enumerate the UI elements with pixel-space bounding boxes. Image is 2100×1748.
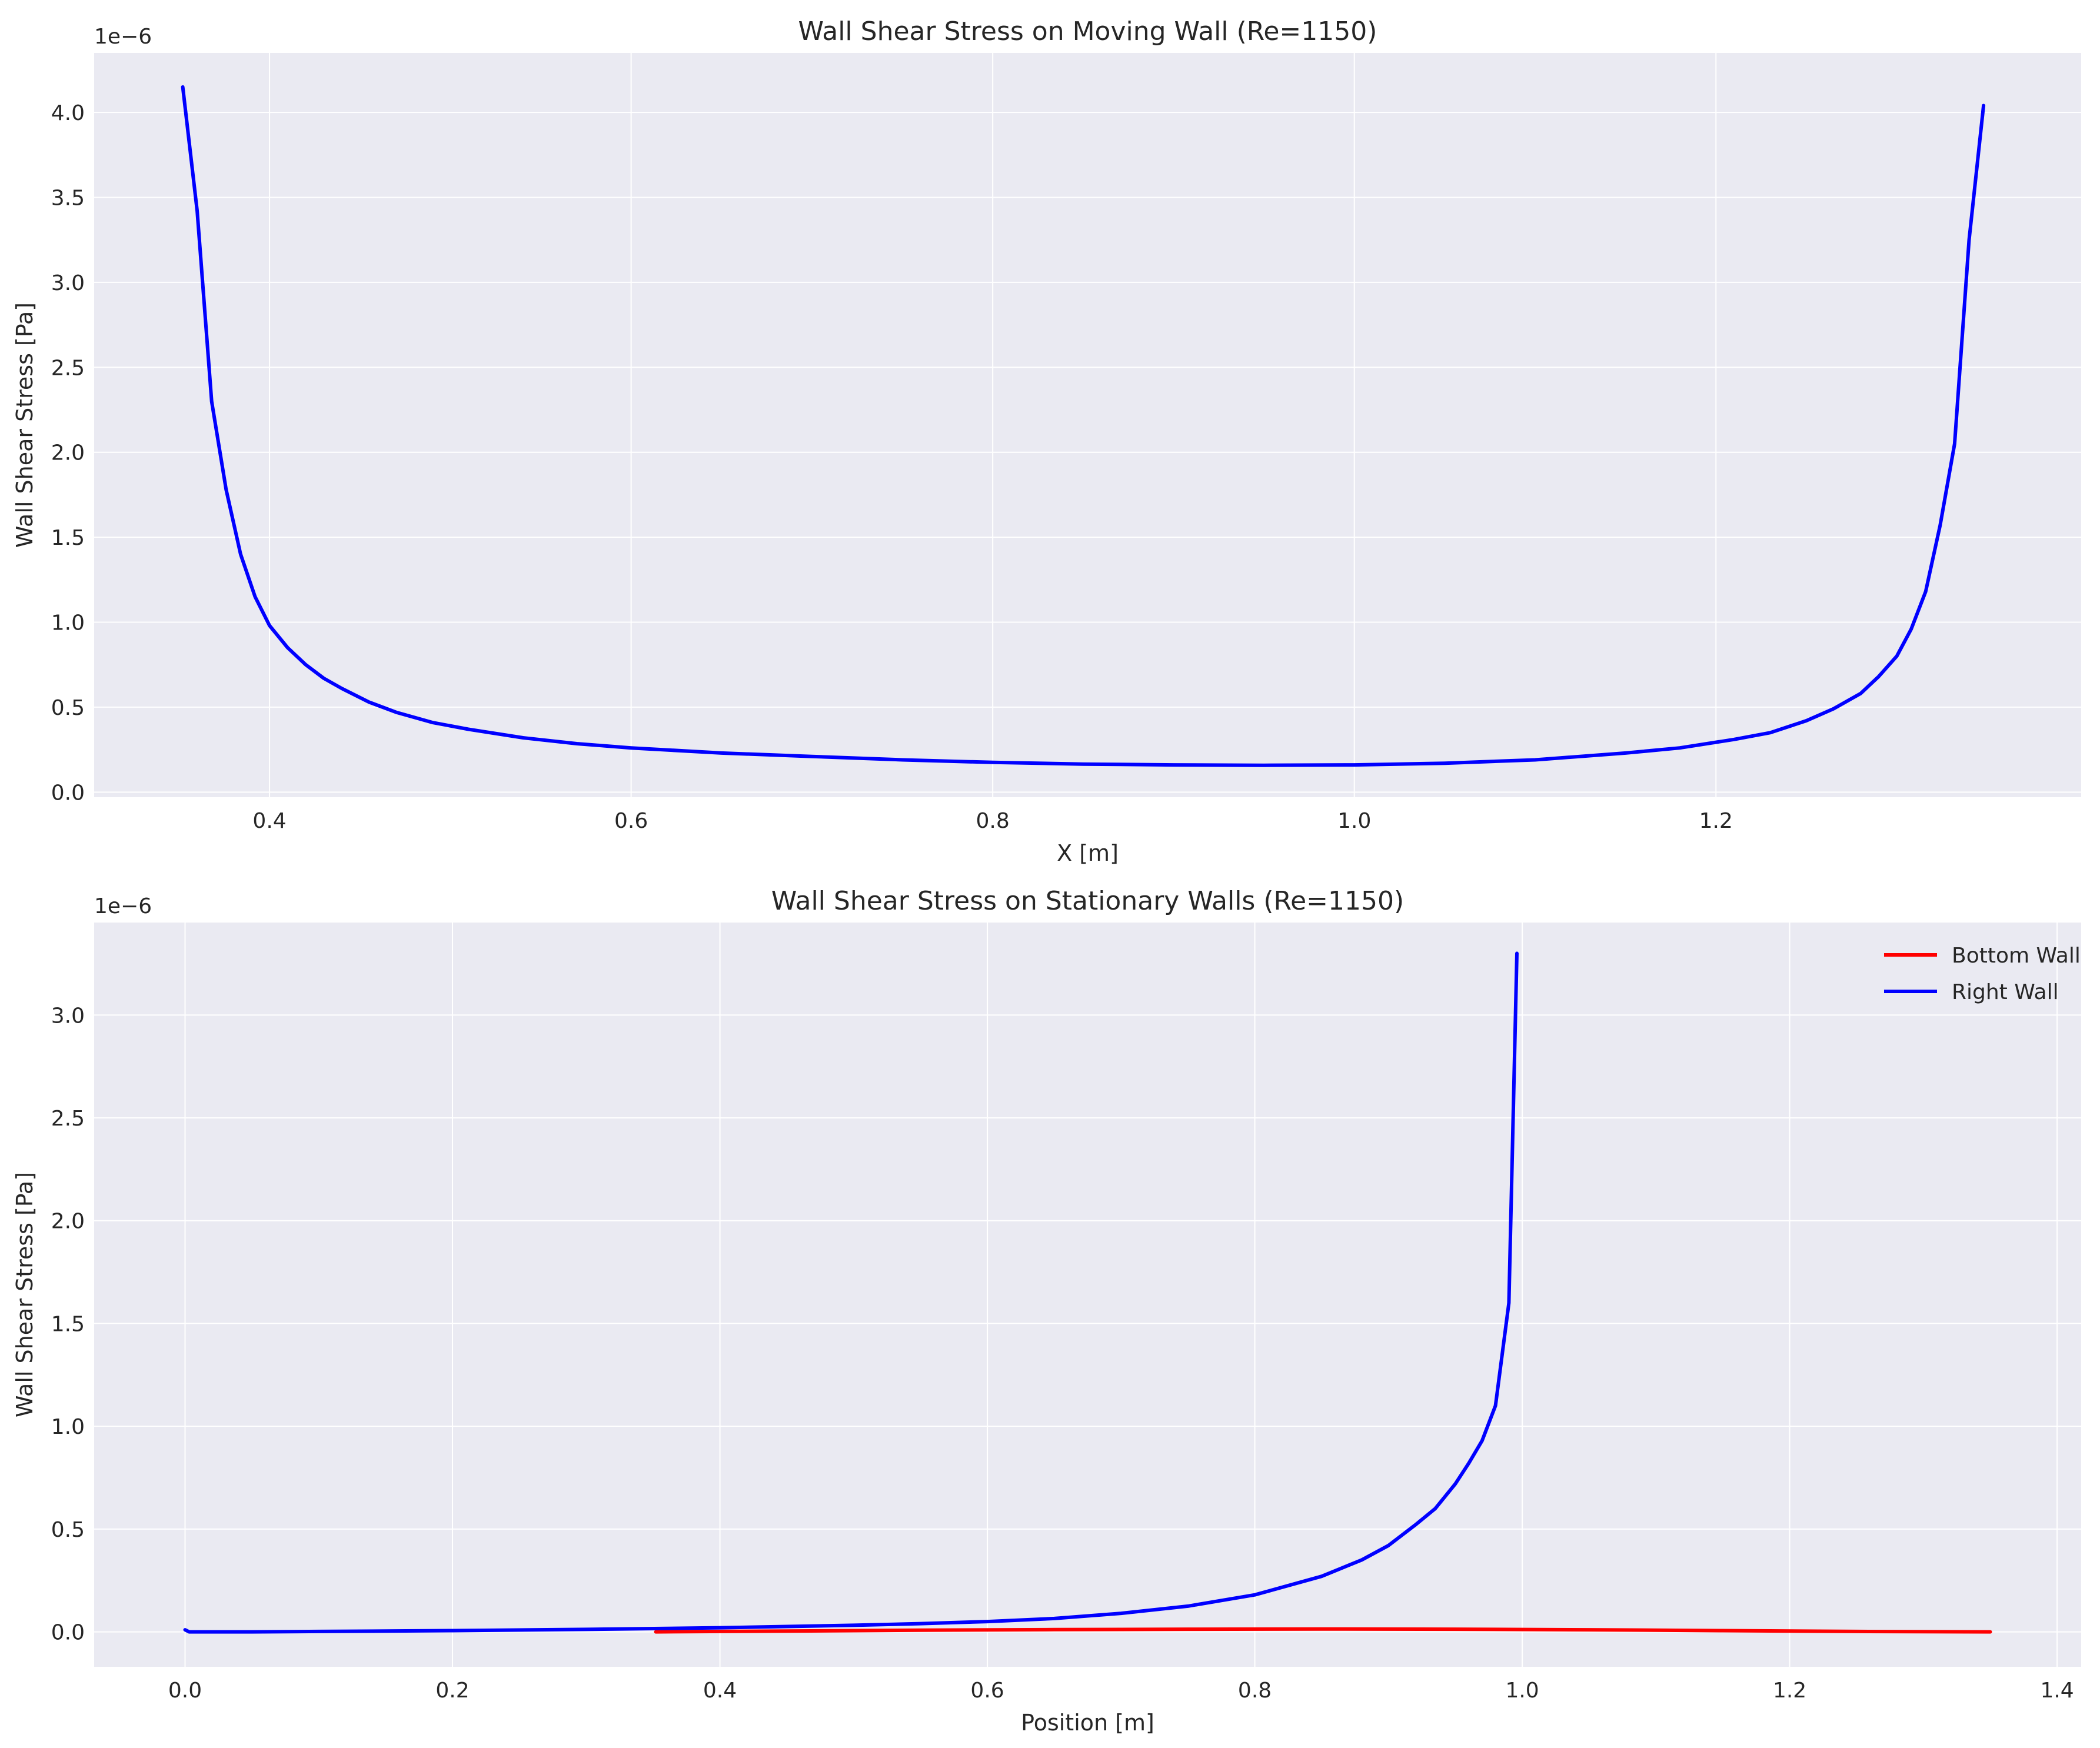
x-tick-label: 0.2 bbox=[435, 1679, 469, 1703]
series-line-0 bbox=[181, 85, 1986, 767]
y-tick-label: 0.0 bbox=[51, 1621, 85, 1645]
legend: Bottom Wall Right Wall bbox=[1884, 944, 2081, 1004]
y-tick-label: 2.0 bbox=[51, 1210, 85, 1234]
y-tick-label: 3.0 bbox=[51, 1004, 85, 1028]
y-tick-label: 0.0 bbox=[51, 781, 85, 805]
series-group bbox=[183, 951, 1992, 1634]
legend-label: Right Wall bbox=[1952, 980, 2059, 1004]
x-tick-label: 1.0 bbox=[1337, 809, 1371, 833]
y-axis-label: Wall Shear Stress [Pa] bbox=[12, 302, 38, 548]
y-tick-label: 3.5 bbox=[51, 186, 85, 210]
y-offset-label: 1e−6 bbox=[94, 25, 152, 49]
series-group bbox=[181, 85, 1986, 767]
x-tick-label: 0.6 bbox=[970, 1679, 1004, 1703]
x-axis-label: Position [m] bbox=[1021, 1710, 1154, 1736]
y-tick-label: 3.0 bbox=[51, 271, 85, 295]
y-tick-label: 2.5 bbox=[51, 356, 85, 380]
chart-title: Wall Shear Stress on Moving Wall (Re=115… bbox=[798, 16, 1377, 46]
x-tick-label: 0.4 bbox=[252, 809, 286, 833]
x-tick-label: 1.2 bbox=[1699, 809, 1733, 833]
x-axis-label: X [m] bbox=[1057, 840, 1119, 866]
x-tick-label: 0.4 bbox=[703, 1679, 737, 1703]
y-tick-label: 1.5 bbox=[51, 1312, 85, 1336]
y-tick-label: 1.0 bbox=[51, 1415, 85, 1439]
y-axis-label: Wall Shear Stress [Pa] bbox=[12, 1172, 38, 1417]
tick-labels: 0.0 0.2 0.4 0.6 0.8 1.0 1.2 1.4 0.0 0.5 1.0 1.5 2.0 2… bbox=[51, 1004, 2074, 1703]
y-offset-label: 1e−6 bbox=[94, 894, 152, 918]
y-tick-label: 1.5 bbox=[51, 526, 85, 550]
y-tick-label: 1.0 bbox=[51, 611, 85, 635]
x-tick-label: 1.4 bbox=[2040, 1679, 2074, 1703]
x-tick-label: 0.6 bbox=[614, 809, 648, 833]
series-line-1 bbox=[183, 951, 1519, 1634]
legend-label: Bottom Wall bbox=[1952, 944, 2081, 968]
x-tick-label: 0.8 bbox=[976, 809, 1010, 833]
plot-area bbox=[94, 53, 2081, 797]
tick-labels: 0.4 0.6 0.8 1.0 1.2 0.0 0.5 1.0 1.5 2.0 2.5 3.0 3.5 4… bbox=[51, 101, 1733, 833]
x-tick-label: 0.0 bbox=[168, 1679, 202, 1703]
chart-title: Wall Shear Stress on Stationary Walls (R… bbox=[771, 886, 1404, 916]
chart-stationary-walls: 0.0 0.2 0.4 0.6 0.8 1.0 1.2 1.4 0.0 0.5 1.0 1.5 2.0 2… bbox=[12, 886, 2081, 1736]
y-tick-label: 4.0 bbox=[51, 101, 85, 125]
x-tick-label: 1.2 bbox=[1773, 1679, 1806, 1703]
y-tick-label: 0.5 bbox=[51, 1518, 85, 1542]
series-line-0 bbox=[654, 1627, 1992, 1634]
x-tick-label: 0.8 bbox=[1238, 1679, 1272, 1703]
grid bbox=[94, 53, 2081, 797]
chart-moving-wall: 0.4 0.6 0.8 1.0 1.2 0.0 0.5 1.0 1.5 2.0 2.5 3.0 3.5 4… bbox=[12, 16, 2081, 866]
y-tick-label: 2.5 bbox=[51, 1107, 85, 1131]
y-tick-label: 2.0 bbox=[51, 441, 85, 465]
x-tick-label: 1.0 bbox=[1505, 1679, 1539, 1703]
plot-area bbox=[94, 923, 2081, 1667]
y-tick-label: 0.5 bbox=[51, 696, 85, 720]
